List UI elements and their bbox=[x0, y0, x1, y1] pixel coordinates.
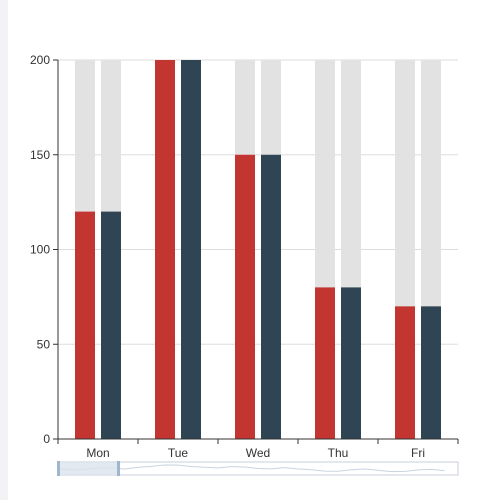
x-tick-label: Thu bbox=[328, 446, 349, 460]
x-tick-label: Wed bbox=[246, 446, 270, 460]
y-tick-label: 200 bbox=[30, 53, 50, 67]
bar bbox=[341, 287, 361, 439]
zoom-window[interactable] bbox=[58, 462, 118, 475]
zoom-preview-line bbox=[57, 464, 445, 473]
data-bars bbox=[75, 60, 441, 439]
x-tick-label: Mon bbox=[86, 446, 109, 460]
y-tick-label: 100 bbox=[30, 243, 50, 257]
y-tick-label: 50 bbox=[37, 337, 51, 351]
x-tick-label: Tue bbox=[168, 446, 189, 460]
y-tick-label: 0 bbox=[43, 432, 50, 446]
grid-layer bbox=[58, 59, 458, 345]
x-tick-label: Fri bbox=[411, 446, 425, 460]
tick-labels: 0 50 100 150 200 Mon Tue Wed Thu Fri bbox=[30, 53, 425, 460]
bar bbox=[235, 154, 255, 439]
y-tick-label: 150 bbox=[30, 148, 50, 162]
bar bbox=[261, 154, 281, 439]
zoom-handle-right[interactable] bbox=[117, 461, 120, 476]
data-zoom-slider[interactable] bbox=[57, 461, 459, 476]
bar bbox=[101, 211, 121, 439]
left-edge-strip bbox=[0, 0, 8, 500]
bar bbox=[181, 60, 201, 439]
bar bbox=[395, 306, 415, 439]
bar bbox=[421, 306, 441, 439]
axes bbox=[53, 59, 459, 444]
bar bbox=[155, 60, 175, 439]
bar bbox=[75, 211, 95, 439]
bar bbox=[315, 287, 335, 439]
zoom-handle-left[interactable] bbox=[57, 461, 60, 476]
